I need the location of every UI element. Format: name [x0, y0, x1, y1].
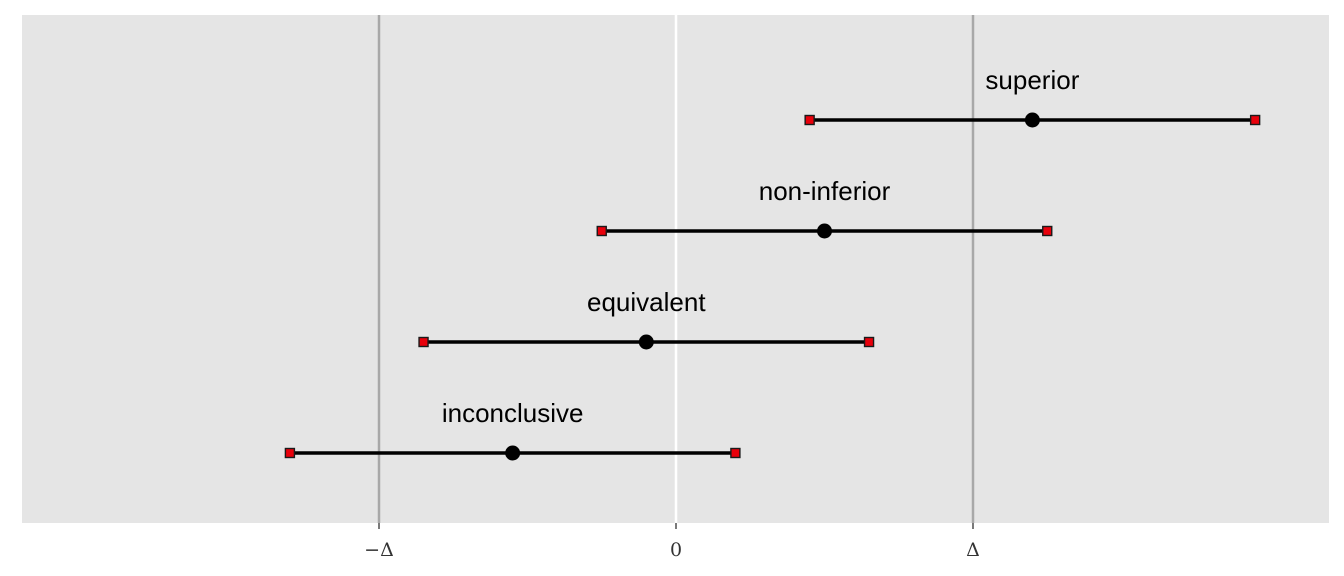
interval-label: inconclusive	[442, 398, 584, 428]
upper-bound-marker	[863, 336, 875, 348]
interval-label: superior	[985, 65, 1079, 95]
interval-non-inferior: non-inferior	[596, 176, 1053, 239]
interval-series: superior non-inferior equivalent inconclusi…	[284, 65, 1261, 461]
upper-bound-marker	[1042, 225, 1053, 237]
x-tick-label: Δ	[966, 539, 980, 561]
lower-bound-marker	[284, 447, 296, 459]
upper-bound-marker	[1249, 114, 1261, 126]
point-estimate-marker	[817, 223, 832, 239]
point-estimate-marker	[638, 334, 654, 350]
x-tick-label: 0	[670, 539, 682, 561]
interval-superior: superior	[804, 65, 1261, 128]
lower-bound-marker	[418, 336, 429, 348]
point-estimate-marker	[505, 445, 521, 461]
point-estimate-marker	[1024, 112, 1040, 128]
interval-inconclusive: inconclusive	[284, 398, 741, 461]
interval-label: equivalent	[587, 287, 706, 317]
interval-label: non-inferior	[759, 176, 891, 206]
upper-bound-marker	[730, 447, 741, 459]
x-axis: −Δ 0 Δ	[364, 523, 980, 561]
x-tick-label: −Δ	[364, 539, 394, 561]
reference-lines	[377, 15, 975, 523]
lower-bound-marker	[804, 114, 815, 126]
interval-equivalent: equivalent	[418, 287, 875, 350]
lower-bound-marker	[596, 225, 607, 237]
